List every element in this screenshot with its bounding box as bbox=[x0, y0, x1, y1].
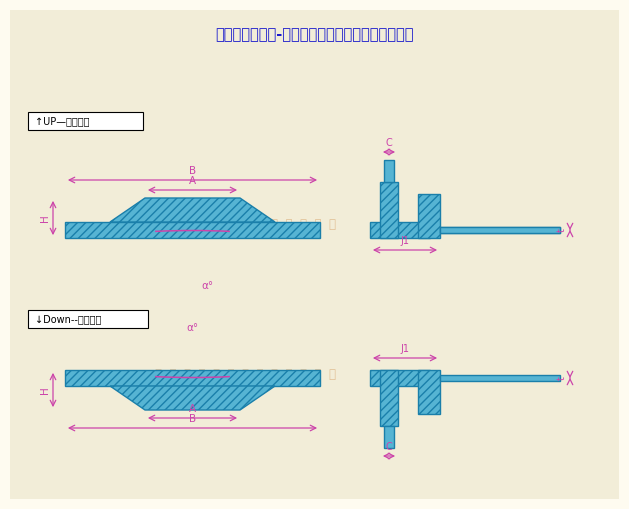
Bar bbox=[380, 182, 398, 238]
Text: C: C bbox=[386, 138, 392, 148]
Bar bbox=[440, 227, 560, 233]
Text: C: C bbox=[386, 442, 392, 452]
Text: A: A bbox=[189, 176, 196, 186]
Bar bbox=[28, 310, 148, 328]
Bar bbox=[384, 160, 394, 182]
Text: A: A bbox=[189, 404, 196, 414]
Bar bbox=[65, 222, 320, 238]
Text: B: B bbox=[189, 414, 196, 424]
Bar bbox=[370, 222, 430, 238]
Text: 东  莞  市  马  赫  机  械  设  备  有  限  公  司: 东 莞 市 马 赫 机 械 设 备 有 限 公 司 bbox=[155, 369, 336, 382]
Bar bbox=[418, 194, 440, 238]
Bar bbox=[380, 370, 398, 426]
Bar bbox=[370, 370, 430, 386]
Text: α°: α° bbox=[186, 323, 199, 333]
Bar bbox=[28, 112, 143, 130]
Text: ↓Down--向下成型: ↓Down--向下成型 bbox=[35, 314, 101, 324]
Text: 东  莞  市  马  赫  机  械  设  备  有  限  公  司: 东 莞 市 马 赫 机 械 设 备 有 限 公 司 bbox=[155, 218, 336, 232]
Bar bbox=[418, 370, 440, 414]
Bar bbox=[440, 375, 560, 381]
Text: t: t bbox=[557, 376, 567, 380]
Polygon shape bbox=[110, 386, 275, 410]
Text: 桥型（形）模具-部分客户称之为撕裂模，打桥模具: 桥型（形）模具-部分客户称之为撕裂模，打桥模具 bbox=[214, 27, 413, 42]
Text: J1: J1 bbox=[401, 236, 409, 246]
Polygon shape bbox=[110, 198, 275, 222]
Text: t: t bbox=[557, 228, 567, 232]
Text: B: B bbox=[189, 166, 196, 176]
Bar bbox=[65, 370, 320, 386]
Bar bbox=[440, 227, 560, 233]
Text: ↑UP—向上成型: ↑UP—向上成型 bbox=[35, 116, 89, 126]
Text: H: H bbox=[40, 214, 50, 222]
Bar bbox=[384, 426, 394, 448]
Text: α°: α° bbox=[201, 281, 214, 291]
Text: J1: J1 bbox=[401, 344, 409, 354]
Text: H: H bbox=[40, 386, 50, 394]
